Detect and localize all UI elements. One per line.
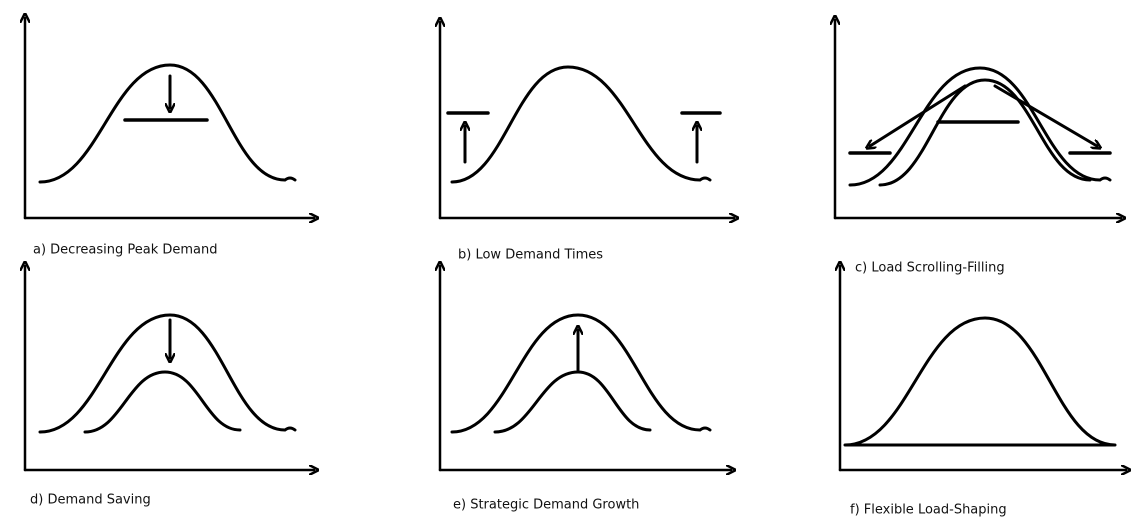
- caption: d) Demand Saving: [30, 493, 151, 508]
- curve: [848, 66, 1112, 187]
- curve: [38, 313, 297, 434]
- caption: b) Low Demand Times: [458, 248, 603, 263]
- curve: [493, 370, 652, 434]
- curve: [450, 65, 712, 184]
- curve: [844, 316, 1116, 447]
- curve: [83, 370, 242, 434]
- caption: a) Decreasing Peak Demand: [33, 243, 218, 258]
- curve: [878, 78, 1092, 187]
- caption: f) Flexible Load-Shaping: [850, 503, 1007, 518]
- caption: e) Strategic Demand Growth: [453, 498, 639, 513]
- curve: [38, 63, 297, 184]
- curve: [450, 313, 712, 434]
- caption: c) Load Scrolling-Filling: [855, 261, 1005, 276]
- arrow: [993, 84, 1097, 146]
- arrow: [870, 84, 967, 146]
